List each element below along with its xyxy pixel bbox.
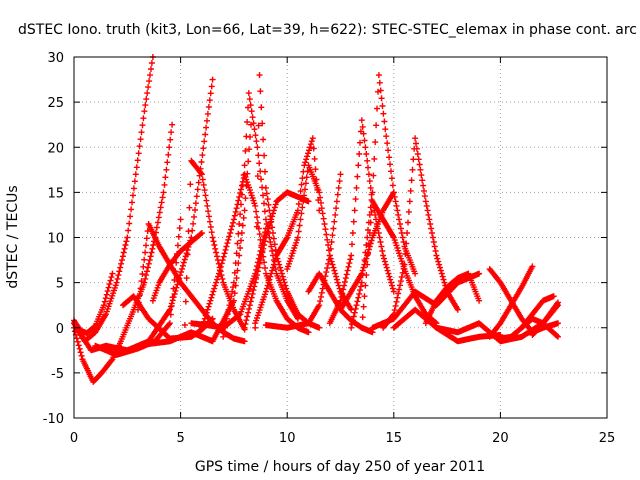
data-point-markers [486, 263, 536, 340]
data-point-markers [252, 135, 323, 327]
series [486, 263, 536, 340]
series [337, 189, 397, 313]
y-tick-label: 15 [47, 186, 64, 201]
series [529, 299, 561, 338]
data-point-markers [71, 54, 156, 345]
y-axis: -10 -5 0 5 10 15 20 25 30 [43, 51, 607, 427]
data-marks [71, 54, 561, 385]
series [71, 54, 156, 345]
y-tick-label: -10 [43, 412, 64, 427]
y-tick-label: -5 [51, 367, 64, 382]
series [390, 306, 504, 345]
y-tick-label: 25 [47, 96, 64, 111]
y-tick-label: 20 [47, 141, 64, 156]
x-tick-label: 0 [70, 431, 78, 446]
y-axis-label: dSTEC / TECUs [5, 185, 21, 288]
data-point-markers [337, 189, 397, 313]
x-axis: 0 5 10 15 20 25 [70, 57, 615, 446]
x-tick-label: 25 [599, 431, 616, 446]
series [220, 90, 301, 340]
series [135, 221, 248, 345]
y-tick-label: 30 [47, 51, 64, 66]
data-point-markers [422, 270, 483, 327]
x-axis-label: GPS time / hours of day 250 of year 2011 [195, 459, 485, 475]
series [241, 189, 312, 331]
series [422, 270, 483, 327]
x-tick-label: 10 [279, 431, 296, 446]
x-tick-label: 20 [492, 431, 509, 446]
data-point-markers [135, 221, 248, 345]
series [149, 230, 205, 304]
x-tick-label: 5 [176, 431, 184, 446]
chart-title: dSTEC Iono. truth (kit3, Lon=66, Lat=39,… [18, 22, 637, 38]
y-tick-label: 10 [47, 232, 64, 247]
x-tick-label: 15 [386, 431, 403, 446]
y-tick-label: 5 [56, 277, 64, 292]
data-point-markers [241, 189, 312, 331]
data-point-markers [529, 299, 561, 338]
series [252, 135, 323, 327]
data-point-markers [220, 90, 301, 340]
data-point-markers [149, 230, 205, 304]
y-tick-label: 0 [56, 322, 64, 337]
grid [74, 57, 607, 418]
data-point-markers [390, 306, 504, 345]
